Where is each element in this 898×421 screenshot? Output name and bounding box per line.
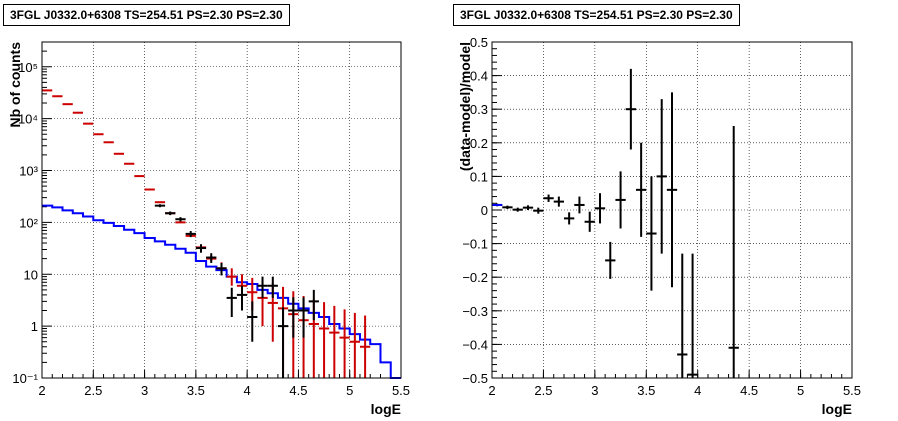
left-x-tick-label: 3 bbox=[141, 383, 148, 398]
left-y-tick-label: 10⁻¹ bbox=[12, 371, 38, 386]
left-x-tick-label: 4.5 bbox=[289, 383, 307, 398]
left-x-axis-title: logE bbox=[371, 401, 401, 417]
right-x-tick-label: 2.5 bbox=[534, 383, 552, 398]
left-y-tick-label: 1 bbox=[31, 319, 38, 334]
right-y-tick-label: 0.1 bbox=[470, 169, 488, 184]
right-x-tick-label: 3 bbox=[591, 383, 598, 398]
right-plot-frame bbox=[491, 41, 853, 379]
left-chart-title: 3FGL J0332.0+6308 TS=254.51 PS=2.30 PS=2… bbox=[3, 4, 290, 26]
right-x-tick-label: 3.5 bbox=[637, 383, 655, 398]
right-x-tick-label: 5 bbox=[797, 383, 804, 398]
left-x-tick-label: 3.5 bbox=[187, 383, 205, 398]
left-y-tick-label: 10 bbox=[24, 267, 38, 282]
left-x-tick-label: 2 bbox=[38, 383, 45, 398]
left-x-tick-label: 2.5 bbox=[84, 383, 102, 398]
left-x-tick-label: 4 bbox=[244, 383, 251, 398]
left-plot-area bbox=[42, 42, 401, 378]
right-y-tick-label: −0.1 bbox=[462, 237, 488, 252]
right-y-tick-label: 0.3 bbox=[470, 102, 488, 117]
left-plot-frame bbox=[41, 41, 402, 379]
right-y-tick-label: −0.2 bbox=[462, 270, 488, 285]
right-x-tick-label: 2 bbox=[488, 383, 495, 398]
right-y-tick-label: 0.4 bbox=[470, 69, 488, 84]
right-y-tick-label: 0.5 bbox=[470, 35, 488, 50]
left-y-tick-label: 10² bbox=[19, 215, 38, 230]
left-y-tick-label: 10³ bbox=[19, 164, 38, 179]
right-y-tick-label: 0 bbox=[481, 203, 488, 218]
left-y-tick-label: 10⁴ bbox=[18, 112, 38, 127]
right-x-tick-label: 4.5 bbox=[740, 383, 758, 398]
right-y-tick-label: −0.5 bbox=[462, 371, 488, 386]
left-x-tick-label: 5 bbox=[346, 383, 353, 398]
right-y-tick-label: −0.4 bbox=[462, 337, 488, 352]
right-y-tick-label: 0.2 bbox=[470, 136, 488, 151]
left-y-tick-label: 10⁵ bbox=[18, 60, 38, 75]
left-x-tick-label: 5.5 bbox=[392, 383, 410, 398]
right-y-tick-label: −0.3 bbox=[462, 304, 488, 319]
right-y-axis-title: (data-model)/model bbox=[457, 42, 473, 171]
right-x-tick-label: 5.5 bbox=[843, 383, 861, 398]
right-x-tick-label: 4 bbox=[694, 383, 701, 398]
right-chart-title: 3FGL J0332.0+6308 TS=254.51 PS=2.30 PS=2… bbox=[453, 4, 740, 26]
right-x-axis-title: logE bbox=[822, 401, 852, 417]
left-y-axis-title: Nb of counts bbox=[7, 42, 23, 128]
